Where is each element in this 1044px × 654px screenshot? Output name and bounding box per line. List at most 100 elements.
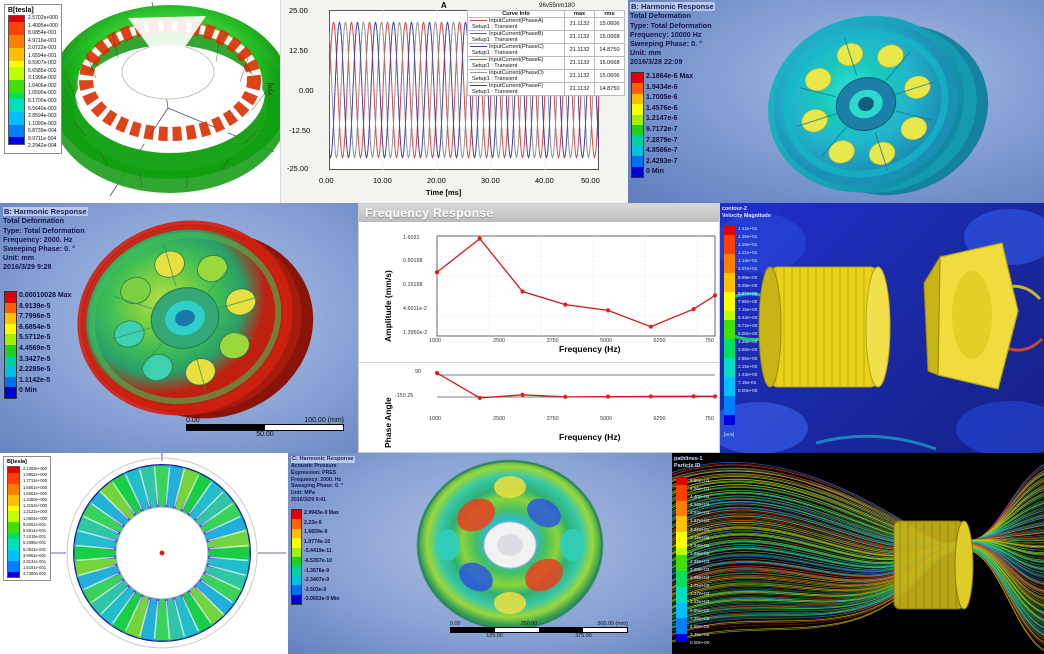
amplitude-ytick-3: 4.6011e-2 [403,306,427,312]
harmonic10k-legend-values: 2.1864e-6 Max 1.9434e-6 1.7005e-6 1.4576e-6… [646,72,693,178]
y-tick-1: 12.50 [289,46,308,55]
cfd-unit: [m/s] [724,433,734,438]
max-cell: 21.1132 [565,57,595,70]
x-tick-4: 40.00 [535,176,554,185]
rms-cell: 15.0606 [595,18,625,31]
amplitude-xtick-4: 6250 [654,338,666,344]
rms-cell: 14.8750 [595,44,625,57]
curve-name-cell: InputCurrent(PhaseB) Setup1 : Transient [468,31,565,44]
harmonic2k-line-4: Unit: mm [3,253,88,262]
amplitude-ytick-0: 1.6031 [403,235,420,241]
panel-frequency-response: Frequency Response Amplitude (mm/s) 1.60… [358,203,720,453]
table-row: InputCurrent(PhaseB) Setup1 : Transient 21… [468,31,625,44]
harmonic2k-legend-values: 0.00010028 Max 8.9139e-5 7.7996e-5 6.6854e-… [19,291,72,397]
phase-xtick-0: 1000 [429,416,441,422]
scale-right: 100.00 (mm) [304,417,344,424]
panel-pathlines: pathlines-1 Particle ID 4.80e+03 4.56e+03… [672,453,1044,654]
acoustic-color-bar [291,509,302,605]
pathlines-title-line1: pathlines-1 [674,456,702,463]
maxwell-axis-label: Y[m] [267,82,274,96]
acoustic-line-1: Expression: PRES [291,470,355,477]
panel-maxwell-flux: Y[m] B[tesla] 2.5702e+000 1.4095e+000 8.08… [0,0,280,203]
table-row: InputCurrent(PhaseC) Setup1 : Transient 21… [468,44,625,57]
stator-legend-title: B[tesla] [7,459,47,465]
amplitude-xlabel: Frequency (Hz) [559,344,620,354]
harmonic2k-color-bar [4,291,17,399]
transient-design-name: 96v55nm180 [539,2,575,9]
harmonic10k-line-2: Frequency: 10000 Hz [630,30,715,39]
cfd-title-line2: Velocity Magnitude [722,213,771,220]
table-row: InputCurrent(PhaseF) Setup1 : Transient 21… [468,83,625,96]
amplitude-plot [359,226,720,366]
harmonic2k-line-0: Total Deformation [3,216,88,225]
phase-ytick-0: 90 [415,369,421,375]
col-rms: rms [595,11,625,18]
rms-cell: 15.0606 [595,70,625,83]
pathlines-view [672,453,1044,654]
max-cell: 21.1132 [565,44,595,57]
frequency-response-title: Frequency Response [359,204,719,222]
harmonic10k-line-3: Sweeping Phase: 0. ° [630,39,715,48]
amplitude-xtick-0: 1000 [429,338,441,344]
cfd-velocity-legend: 1.42e+01 1.35e+01 1.28e+01 1.21e+01 1.14e+01… [724,225,757,425]
x-tick-1: 10.00 [373,176,392,185]
col-curve-info: Curve Info [468,11,565,18]
pathlines-legend: 4.80e+03 4.56e+03 4.40e+03 4.16e+03 3.93e+03… [676,477,709,647]
table-row: InputCurrent(PhaseD) Setup1 : Transient 21… [468,70,625,83]
maxwell-color-bar [8,15,25,145]
harmonic2k-line-3: Sweeping Phase: 0. ° [3,244,88,253]
amplitude-ytick-4: 1.3950e-2 [403,330,427,336]
phase-xtick-1: 2500 [493,416,505,422]
stator-color-bar [7,466,20,578]
maxwell-legend-title: B[tesla] [8,7,58,14]
phase-xtick-2: 3750 [547,416,559,422]
col-max: max [565,11,595,18]
acoustic-line-2: Frequency: 2000. Hz [291,477,355,484]
y-tick-2: 0.00 [299,86,314,95]
phase-ytick-1: -150.25 [395,393,413,399]
acoustic-legend: 2.9943e-9 Max 2.23e-9 1.6659e-9 1.0774e-10-… [291,509,339,605]
max-cell: 21.1132 [565,31,595,44]
pathlines-color-bar [676,477,687,642]
pathlines-title-line2: Particle ID [674,463,702,470]
cfd-color-bar [724,225,735,425]
transient-chart-title: A [441,1,447,10]
harmonic10k-line-0: Total Deformation [630,11,715,20]
scale-left: 0.00 [186,417,200,424]
harmonic2k-line-5: 2016/3/29 9:28 [3,262,88,271]
acoustic-scale-0: 0.00 [450,621,461,627]
phase-xtick-3: 5000 [600,416,612,422]
max-cell: 21.1132 [565,70,595,83]
amplitude-xtick-2: 3750 [547,338,559,344]
curve-name-cell: InputCurrent(PhaseE) Setup1 : Transient [468,57,565,70]
x-tick-2: 20.00 [427,176,446,185]
pathlines-legend-values: 4.80e+03 4.56e+03 4.40e+03 4.16e+03 3.93e+03… [690,477,709,647]
cfd-legend-values: 1.42e+01 1.35e+01 1.28e+01 1.21e+01 1.14e+01… [738,225,757,395]
max-cell: 21.1132 [565,83,595,96]
acoustic-legend-values: 2.9943e-9 Max 2.23e-9 1.6659e-9 1.0774e-10-… [304,509,339,605]
harmonic2k-legend: 0.00010028 Max 8.9139e-5 7.7996e-5 6.6854e-… [4,291,72,399]
panel-acoustic-pressure: C: Harmonic Response Acoustic Pressure E… [288,453,672,654]
curve-info-table: Curve Info max rms InputCurrent(PhaseA) S… [467,10,625,96]
max-cell: 21.1132 [565,18,595,31]
panel-harmonic-2khz: B: Harmonic Response Total Deformation T… [0,203,358,453]
x-tick-5: 50.00 [581,176,600,185]
cfd-title-line1: contour-2 [722,206,771,213]
acoustic-scale-bar: 0.00 250.00 500.00 (mm) 125.00 375.00 [450,621,628,639]
acoustic-scale-1: 125.00 [486,633,503,639]
maxwell-flux-legend: B[tesla] 2.5702e+000 1.4095e+000 8.0854e-0… [4,4,62,154]
amplitude-ytick-1: 0.50198 [403,258,423,264]
harmonic10k-line-5: 2016/3/28 22:09 [630,57,715,66]
phase-xtick-5: 750 [705,416,714,422]
y-tick-3: -12.50 [289,126,310,135]
curve-name-cell: InputCurrent(PhaseA) Setup1 : Transient [468,18,565,31]
harmonic2k-header: B: Harmonic Response [3,207,88,216]
panel-stator-flux-2d: B[tesla] 2.1253e+000 1.9952e+000 1.7712e+0… [0,453,288,654]
transient-xlabel: Time [ms] [426,188,461,197]
acoustic-line-3: Sweeping Phase: 0. ° [291,483,355,490]
y-tick-0: 25.00 [289,6,308,15]
phase-ylabel: Phase Angle [383,397,393,448]
acoustic-header: C: Harmonic Response [291,456,355,463]
harmonic10k-line-4: Unit: mm [630,48,715,57]
y-tick-4: -25.00 [287,164,308,173]
